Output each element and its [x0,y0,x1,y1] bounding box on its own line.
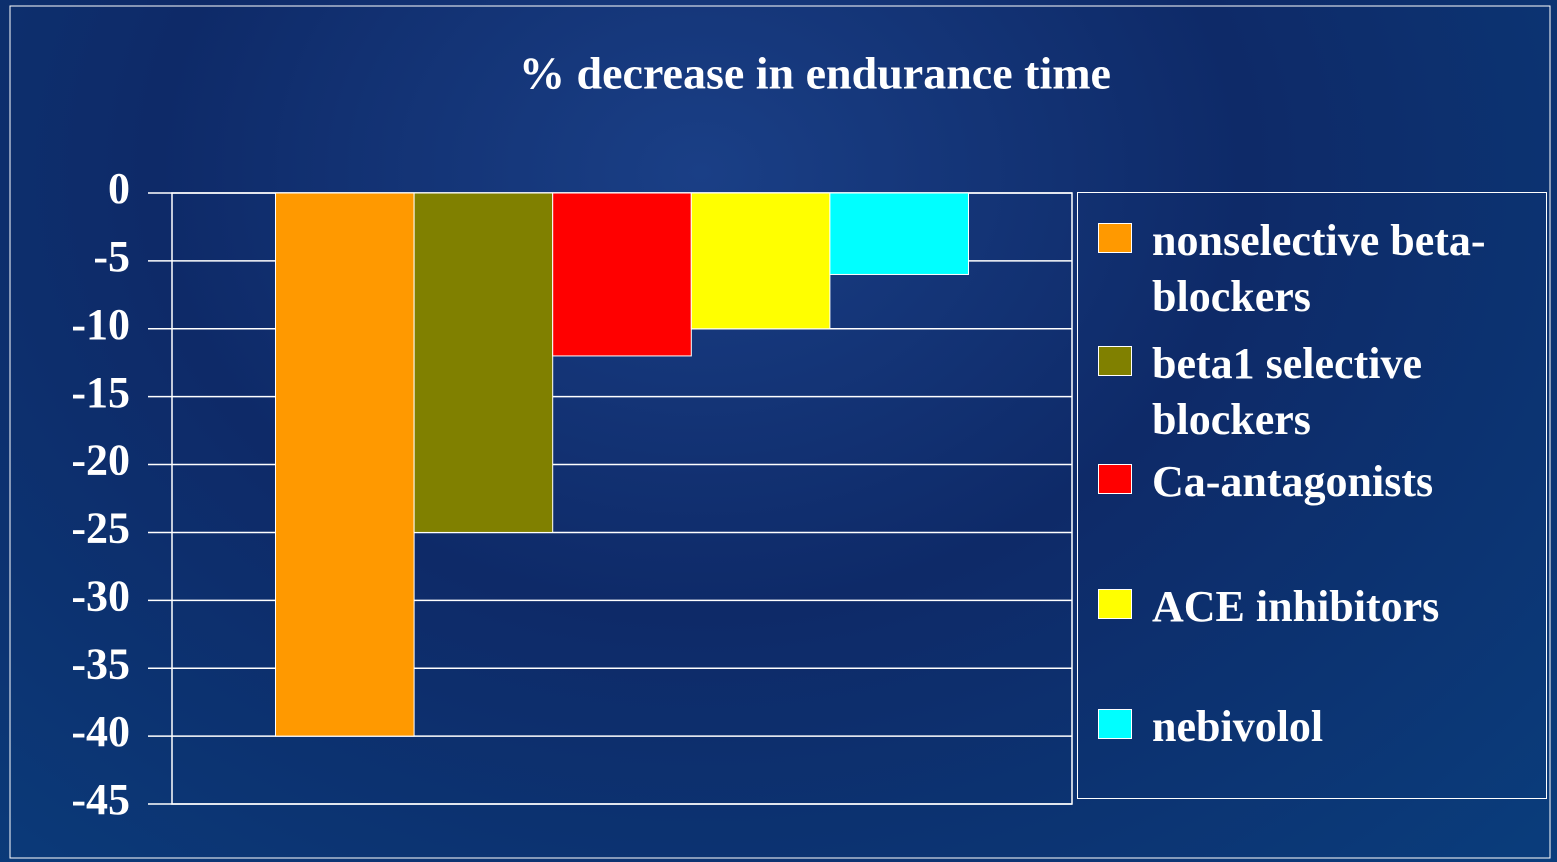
y-tick-label: -10 [71,300,130,349]
legend: nonselective beta-blockers beta1 selectiv… [1077,192,1547,799]
y-tick-label: -35 [71,639,130,688]
legend-swatch [1098,709,1132,739]
legend-swatch [1098,223,1132,253]
legend-label: Ca-antagonists [1152,457,1434,506]
y-tick-label: 0 [108,164,130,213]
legend-label: nebivolol [1152,702,1324,751]
y-tick-label: -5 [93,232,130,281]
legend-item: nebivolol [1098,699,1544,755]
legend-label: beta1 selective blockers [1152,339,1422,444]
bar [829,192,970,275]
bar [413,192,554,533]
legend-swatch [1098,346,1132,376]
legend-label: nonselective beta-blockers [1152,216,1486,321]
legend-item: ACE inhibitors [1098,579,1544,635]
chart-title: % decrease in endurance time [519,48,1111,99]
y-tick-label: -30 [71,571,130,620]
bar [690,192,831,330]
bar [275,192,415,737]
legend-item: beta1 selective blockers [1098,336,1544,448]
legend-swatch [1098,464,1132,494]
frame [9,5,1551,859]
y-tick-label: -40 [71,707,130,756]
legend-label: ACE inhibitors [1152,582,1440,631]
y-tick-label: -25 [71,504,130,553]
y-tick-label: -15 [71,368,130,417]
y-tick-label: -45 [71,775,130,824]
legend-item: Ca-antagonists [1098,454,1544,510]
bar [552,192,692,357]
y-tick-label: -20 [71,436,130,485]
legend-swatch [1098,589,1132,619]
legend-item: nonselective beta-blockers [1098,213,1544,325]
